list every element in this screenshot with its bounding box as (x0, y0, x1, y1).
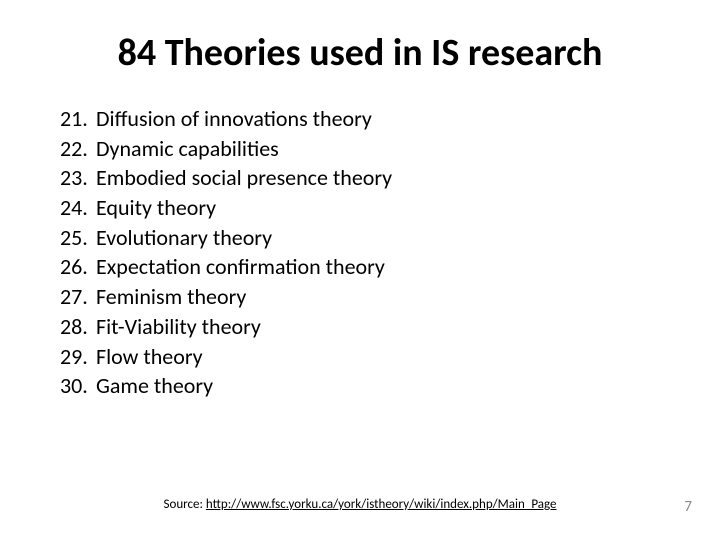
page-number: 7 (684, 498, 692, 516)
slide-title: 84 Theories used in IS research (60, 30, 660, 76)
item-number: 28. (60, 312, 96, 342)
item-number: 24. (60, 193, 96, 223)
item-text: Evolutionary theory (96, 223, 272, 253)
list-item: 23. Embodied social presence theory (60, 163, 660, 193)
item-number: 27. (60, 282, 96, 312)
item-number: 25. (60, 223, 96, 253)
item-number: 29. (60, 342, 96, 372)
item-number: 22. (60, 134, 96, 164)
list-item: 22. Dynamic capabilities (60, 134, 660, 164)
list-item: 25. Evolutionary theory (60, 223, 660, 253)
item-text: Flow theory (96, 342, 203, 372)
list-item: 27. Feminism theory (60, 282, 660, 312)
list-item: 26. Expectation confirmation theory (60, 252, 660, 282)
item-text: Embodied social presence theory (96, 163, 392, 193)
item-number: 30. (60, 371, 96, 401)
list-item: 21. Diffusion of innovations theory (60, 104, 660, 134)
source-line: Source: http://www.fsc.yorku.ca/york/ist… (0, 497, 720, 512)
item-text: Diffusion of innovations theory (96, 104, 372, 134)
list-item: 29. Flow theory (60, 342, 660, 372)
source-prefix: Source: (164, 497, 206, 512)
item-text: Dynamic capabilities (96, 134, 279, 164)
item-text: Equity theory (96, 193, 216, 223)
item-number: 23. (60, 163, 96, 193)
list-item: 24. Equity theory (60, 193, 660, 223)
list-item: 30. Game theory (60, 371, 660, 401)
slide: 84 Theories used in IS research 21. Diff… (0, 0, 720, 540)
list-item: 28. Fit-Viability theory (60, 312, 660, 342)
item-text: Expectation confirmation theory (96, 252, 385, 282)
item-number: 26. (60, 252, 96, 282)
item-text: Game theory (96, 371, 213, 401)
item-number: 21. (60, 104, 96, 134)
theory-list: 21. Diffusion of innovations theory 22. … (60, 104, 660, 401)
source-link[interactable]: http://www.fsc.yorku.ca/york/istheory/wi… (206, 497, 557, 512)
item-text: Feminism theory (96, 282, 246, 312)
item-text: Fit-Viability theory (96, 312, 261, 342)
